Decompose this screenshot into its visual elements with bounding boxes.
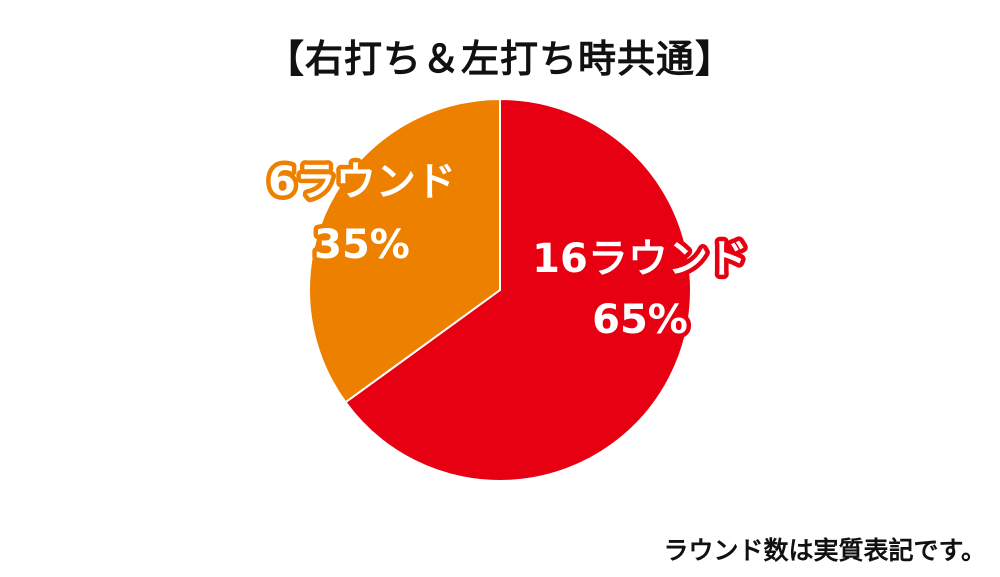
footnote: ラウンド数は実質表記です。 (663, 536, 986, 565)
chart-title: 【右打ち＆左打ち時共通】 (265, 37, 734, 81)
pie-slice-2 (308, 97, 501, 404)
slice-label-2: 6ラウンド (268, 159, 456, 205)
slice-value-label-2: 35% (314, 222, 410, 268)
pie-labels: 16ラウンド 65% 6ラウンド 35% (264, 155, 753, 348)
pie-slices (308, 97, 692, 482)
pie-slice-1 (344, 97, 692, 482)
slice-label-1: 16ラウンド (532, 236, 748, 282)
slice-value-label-1: 65% (592, 297, 688, 343)
